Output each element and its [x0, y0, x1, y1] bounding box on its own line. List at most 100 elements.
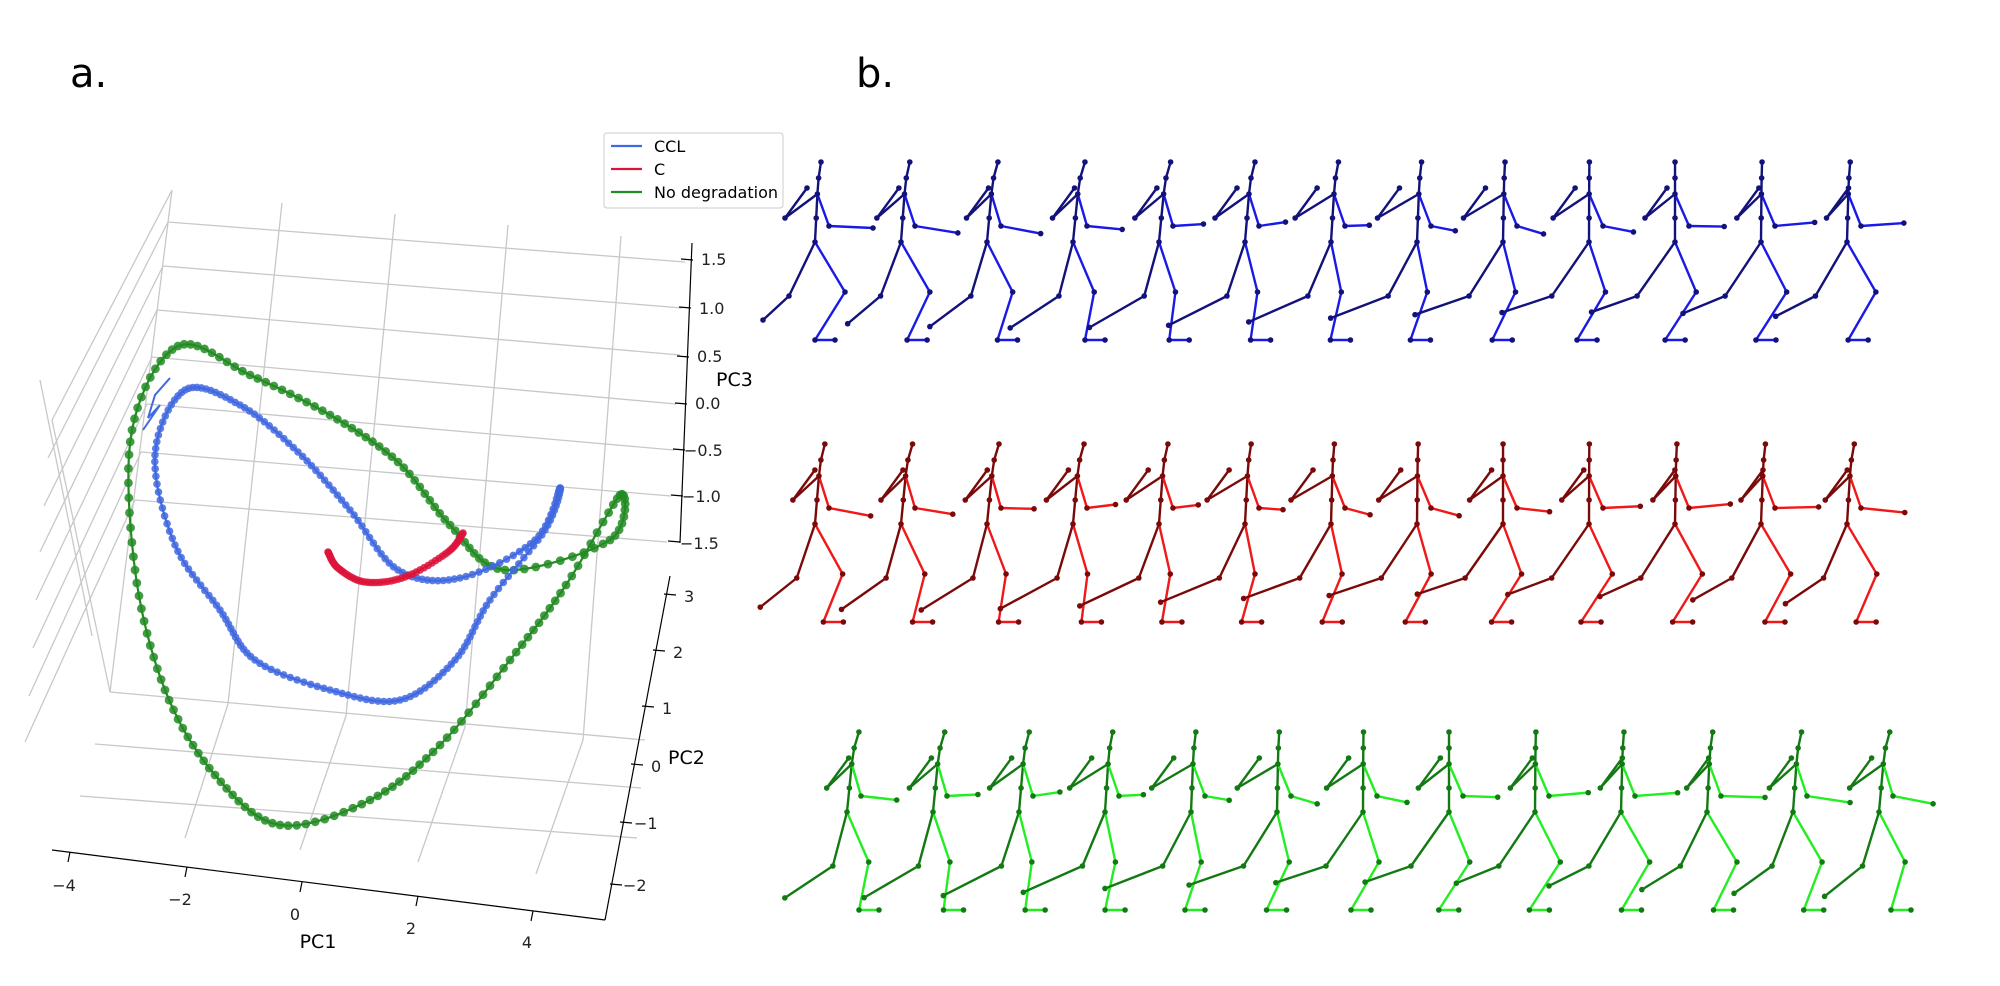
ccl-point [456, 574, 464, 582]
skeleton-joint [1428, 223, 1434, 229]
ccl-point [529, 542, 538, 550]
skeleton-bone [1550, 240, 1591, 298]
skeleton-joint [1246, 191, 1252, 197]
skeleton-joint [1868, 755, 1875, 761]
skeleton-joint [1706, 761, 1713, 767]
no-degradation-point [550, 596, 560, 606]
skeleton-joint [1276, 729, 1283, 735]
skeleton-frame [1414, 441, 1553, 625]
x-tick-mark [184, 866, 188, 878]
skeleton-bone [1805, 794, 1852, 804]
skeleton-joint [1348, 907, 1354, 913]
skeleton-joint [1288, 497, 1294, 503]
no-degradation-point [604, 508, 613, 517]
skeleton-joint [995, 619, 1002, 625]
skeleton-bone [985, 522, 1008, 576]
skeleton-joint [1282, 219, 1289, 225]
skeleton-bone [1730, 522, 1763, 580]
skeleton-bone [1162, 192, 1175, 228]
no-degradation-point [240, 802, 250, 812]
skeleton-bone [1415, 240, 1429, 294]
skeleton-joint [986, 215, 992, 221]
skeleton-joint [1074, 191, 1081, 197]
skeleton-joint [929, 619, 936, 625]
skeleton-joint [1280, 506, 1286, 513]
ccl-point [163, 519, 171, 528]
skeleton-joint [1224, 293, 1230, 299]
skeleton-bone [848, 762, 853, 790]
skeleton-joint [1529, 755, 1536, 761]
skeleton-joint [1414, 473, 1421, 479]
skeleton-joint [1782, 600, 1789, 607]
no-degradation-point [457, 717, 466, 726]
skeleton-joint [1574, 337, 1580, 343]
skeleton-joint [1597, 785, 1604, 791]
skeleton-joint [896, 185, 902, 191]
grid-line [79, 795, 638, 839]
grid-line [582, 235, 622, 741]
ccl-point [171, 541, 179, 549]
skeleton-bone [1245, 474, 1249, 502]
ccl-point [520, 553, 528, 562]
skeleton-joint [1618, 809, 1624, 815]
skeleton-joint [1634, 293, 1640, 299]
skeleton-joint [1328, 239, 1334, 245]
skeleton-frame [1731, 729, 1853, 913]
skeleton-joint [1851, 441, 1858, 447]
skeleton-joint [1680, 310, 1686, 317]
no-degradation-point [374, 442, 384, 451]
skeleton-joint [1880, 761, 1887, 767]
skeleton-joint [1145, 467, 1152, 473]
skeleton-joint [947, 859, 953, 865]
skeleton-bone [1691, 576, 1734, 602]
no-degradation-point [420, 489, 430, 498]
no-degradation-point [357, 799, 367, 809]
skeleton-joint [1327, 315, 1334, 321]
skeleton-bone [1468, 474, 1505, 502]
skeleton-joint [1234, 185, 1240, 191]
y-tick-mark [609, 883, 623, 886]
ccl-point [350, 692, 359, 701]
skeleton-bone [1587, 810, 1623, 868]
skeleton-joint [1148, 785, 1155, 791]
skeleton-joint [1586, 191, 1592, 197]
skeleton-frame [757, 441, 874, 625]
skeleton-joint [1204, 497, 1210, 503]
skeleton-bone [988, 762, 1025, 790]
skeleton-joint [1674, 441, 1680, 447]
skeleton-bone [879, 240, 903, 298]
skeleton-joint [1586, 457, 1593, 463]
skeleton-joint [1759, 497, 1765, 503]
skeleton-frame [861, 729, 981, 913]
skeleton-bone [1719, 794, 1767, 799]
skeleton-bone [825, 756, 850, 790]
skeleton-joint [1693, 289, 1700, 295]
skeleton-joint [1305, 293, 1311, 299]
skeleton-bone [1225, 240, 1247, 298]
no-degradation-point [137, 604, 146, 613]
skeleton-joint [1558, 497, 1565, 503]
no-degradation-point [260, 816, 270, 825]
skeleton-joint [812, 467, 818, 473]
skeleton-bone [1332, 192, 1347, 228]
skeleton-joint [1586, 175, 1593, 181]
panel-label-a: a. [70, 51, 107, 97]
skeleton-joint [1672, 497, 1679, 503]
skeleton-joint [1586, 159, 1593, 165]
skeleton-joint [1532, 745, 1539, 751]
skeleton-bone [1327, 576, 1383, 597]
skeleton-frame [1186, 729, 1320, 913]
skeleton-bone [787, 240, 817, 298]
pose-sequences [757, 159, 1936, 913]
x-tick-label: 4 [522, 933, 532, 952]
skeleton-joint [1878, 785, 1884, 791]
ccl-point [368, 696, 376, 705]
ccl-point [161, 412, 170, 420]
skeleton-bone [791, 468, 817, 502]
skeleton-joint [1822, 497, 1829, 503]
skeleton-joint [1512, 289, 1519, 295]
skeleton-bone [1462, 186, 1487, 220]
skeleton-bone [971, 522, 989, 580]
no-degradation-point [399, 463, 409, 473]
